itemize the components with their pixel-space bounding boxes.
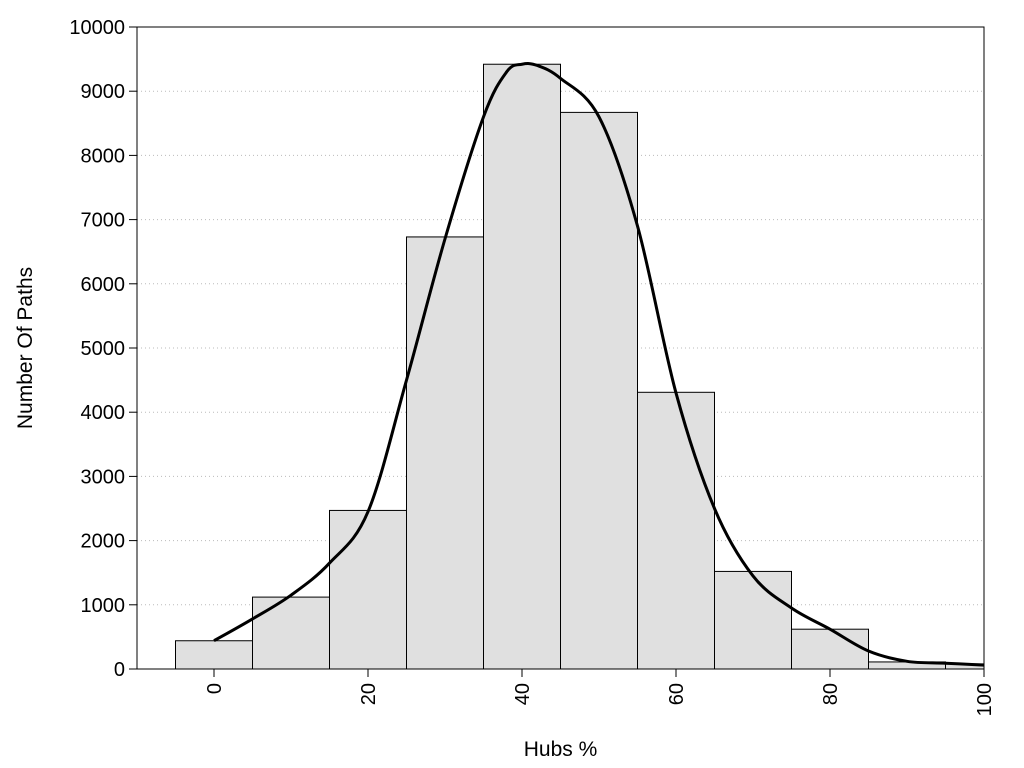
x-tick-label: 40 <box>512 683 534 705</box>
histogram-bar <box>175 640 253 670</box>
y-tick-label: 10000 <box>69 17 125 39</box>
y-tick-label: 1000 <box>81 595 126 617</box>
y-tick-label: 3000 <box>81 466 126 488</box>
x-tick-label: 100 <box>974 683 996 716</box>
x-tick-label: 0 <box>204 683 226 694</box>
y-tick-label: 7000 <box>81 210 126 232</box>
histogram-bar <box>714 570 792 670</box>
y-tick-label: 9000 <box>81 81 126 103</box>
y-tick-label: 4000 <box>81 402 126 424</box>
y-tick-label: 2000 <box>81 531 126 553</box>
histogram-bar <box>329 509 407 670</box>
histogram-bar <box>406 236 484 670</box>
y-tick-label: 8000 <box>81 145 126 167</box>
y-tick-label: 0 <box>114 659 125 681</box>
x-tick-label: 60 <box>666 683 688 705</box>
y-tick-label: 6000 <box>81 274 126 296</box>
histogram-bars <box>175 63 985 670</box>
x-axis-title: Hubs % <box>524 738 598 761</box>
histogram-bar <box>791 628 869 670</box>
y-axis-ticks: 0 1000 2000 3000 4000 5000 6000 7000 8000 9000 100… <box>69 17 137 681</box>
histogram-bar <box>637 391 715 670</box>
y-axis-title: Number Of Paths <box>14 267 37 429</box>
density-curve-layer <box>213 62 985 667</box>
histogram-bar <box>483 63 561 670</box>
histogram-bar <box>560 111 638 670</box>
x-axis-ticks: 0 20 40 60 80 100 <box>204 669 996 716</box>
x-tick-label: 80 <box>820 683 842 705</box>
y-tick-label: 5000 <box>81 338 126 360</box>
histogram-bar <box>252 596 330 670</box>
density-curve <box>213 62 985 667</box>
x-tick-label: 20 <box>358 683 380 705</box>
